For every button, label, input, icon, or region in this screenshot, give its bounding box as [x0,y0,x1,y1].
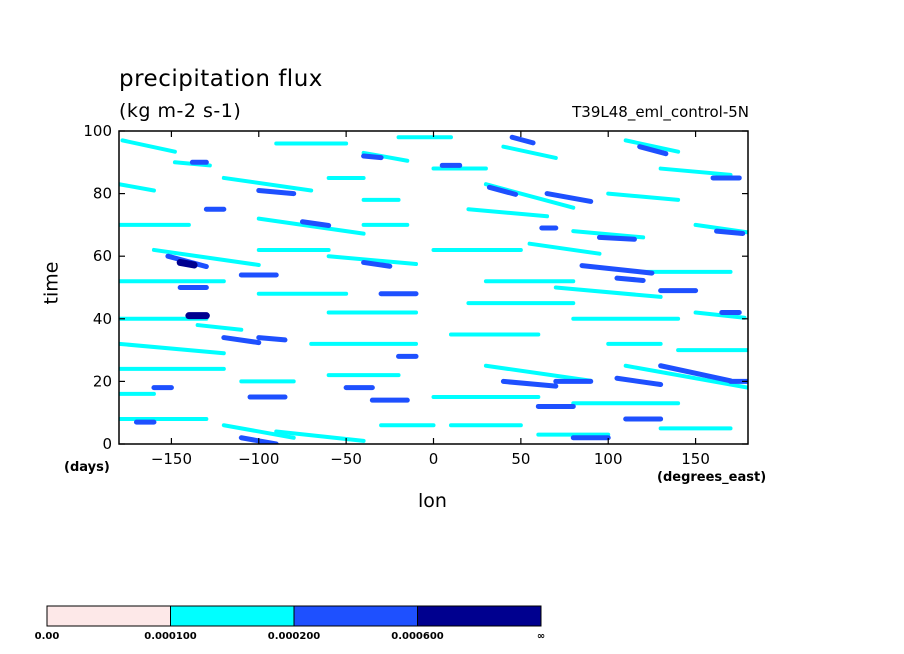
precip-streak [501,144,558,160]
precip-streak [714,228,746,237]
precip-streak [151,247,261,267]
colorbar-swatch [170,605,295,627]
precip-streak [274,429,366,443]
precip-streak [119,182,156,193]
y-tick-label: 100 [83,122,112,140]
precip-streak [637,144,669,157]
precip-streak [658,166,733,177]
y-tick-label: 60 [93,247,112,265]
precip-streak [606,191,681,202]
precip-streak [579,263,655,276]
precip-streak [486,184,519,197]
precip-streak [614,275,646,283]
y-tick-label: 80 [93,185,112,203]
precip-streak [596,234,637,242]
chart-units: (kg m-2 s-1) [119,100,242,122]
precip-streak [361,259,393,269]
colorbar-label: 0.000200 [268,631,321,642]
colorbar-swatch [46,605,171,627]
precip-streak [527,241,602,256]
precip-streak [614,375,664,388]
precip-streak [176,258,198,269]
axis-ticks: −150 −100 −50 0 50 100 150 0 20 40 60 80 100 [83,122,748,468]
colorbar-swatch [417,605,542,627]
x-tick-label: 100 [594,450,623,468]
precip-streak [623,138,681,154]
precip-streak [361,153,384,161]
precip-streak [509,134,536,146]
y-axis-unit: (days) [64,460,110,475]
chart-title: precipitation flux [119,66,323,92]
colorbar-label: 0.000100 [144,631,197,642]
colorbar-label: ∞ [537,631,545,642]
precip-streak [221,175,314,193]
precip-streak [658,363,734,384]
plot-area [119,134,748,444]
colorbar-swatch [293,605,418,627]
precip-streak [256,335,288,343]
x-tick-label: 50 [511,450,530,468]
precip-streak [326,254,419,267]
precip-streak [119,341,226,356]
y-tick-label: 20 [93,372,112,390]
colorbar-label: 0.00 [35,631,60,642]
precip-streak [544,191,594,204]
precip-streak [256,187,297,197]
y-tick-label: 40 [93,310,112,328]
precip-streak [221,423,296,440]
x-tick-label: −150 [151,450,192,468]
x-tick-label: 0 [429,450,439,468]
precip-streak [466,207,550,219]
x-axis-unit: (degrees_east) [657,470,767,485]
precip-streak [693,310,747,320]
x-tick-label: −100 [238,450,279,468]
colorbar: 0.00 0.000100 0.000200 0.000600 ∞ [35,605,545,642]
precip-streak [571,229,646,240]
run-name: T39L48_eml_control-5N [572,103,749,121]
precip-streak [553,285,663,299]
x-tick-label: 150 [681,450,710,468]
x-tick-label: −50 [330,450,362,468]
precip-streak [221,335,262,346]
colorbar-label: 0.000600 [391,631,444,642]
x-axis-label: lon [418,490,447,512]
precip-streak [483,363,593,383]
precip-streak [195,323,244,332]
precip-streak [120,138,177,154]
precip-streak [299,219,332,229]
precip-streak [256,216,366,236]
y-tick-label: 0 [102,435,112,453]
precip-streak [623,363,748,390]
precip-streak [500,378,559,389]
